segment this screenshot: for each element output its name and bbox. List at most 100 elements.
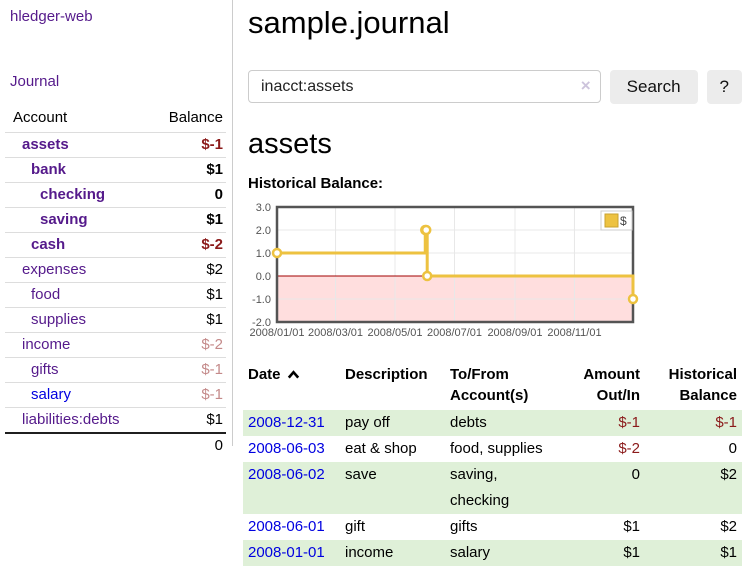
account-link-food[interactable]: food	[31, 286, 61, 303]
account-row: salary $-1	[5, 382, 226, 408]
account-row: bank $1	[5, 157, 226, 183]
register-header-date[interactable]: Date	[243, 364, 345, 410]
account-balance: $1	[115, 307, 226, 333]
transaction-description: save	[345, 466, 377, 483]
register-header-balance: Historical Balance	[668, 366, 737, 404]
account-link-salary[interactable]: salary	[31, 386, 72, 403]
transaction-row: 2008-06-03 eat & shop food, supplies $-2…	[243, 436, 742, 462]
account-link-liabilities-debts[interactable]: liabilities:debts	[22, 411, 120, 428]
transaction-amount: $1	[623, 544, 640, 561]
accounts-header-account: Account	[5, 107, 116, 133]
accounts-total-value: 0	[214, 437, 223, 454]
sort-ascending-icon	[287, 364, 300, 385]
svg-text:2008/03/01: 2008/03/01	[308, 327, 363, 339]
transaction-accounts: saving, checking	[450, 466, 510, 509]
clear-search-icon[interactable]: ×	[580, 76, 591, 95]
register-table: Date Description To/From Account(s) Amou…	[243, 364, 742, 566]
transaction-description: pay off	[345, 414, 390, 431]
accounts-table: Account Balance assets $-1 bank $1 check…	[5, 107, 226, 458]
transaction-accounts: salary	[450, 544, 491, 561]
transaction-accounts: food, supplies	[450, 440, 543, 457]
nav-journal-link[interactable]: Journal	[10, 73, 60, 90]
account-link-expenses[interactable]: expenses	[22, 261, 87, 278]
account-row: checking 0	[5, 182, 226, 208]
accounts-total-row: 0	[5, 433, 226, 458]
account-link-checking[interactable]: checking	[40, 186, 106, 203]
svg-text:2008/05/01: 2008/05/01	[367, 327, 422, 339]
svg-text:2008/01/01: 2008/01/01	[249, 327, 304, 339]
svg-text:-1.0: -1.0	[252, 294, 271, 306]
transaction-amount: $-1	[618, 414, 640, 431]
transaction-balance: $2	[720, 518, 737, 535]
account-balance: $1	[115, 407, 226, 434]
help-button[interactable]: ?	[706, 70, 742, 104]
account-balance: $-1	[115, 357, 226, 383]
account-balance: $1	[115, 282, 226, 308]
account-balance: 0	[115, 182, 226, 208]
svg-text:2008/11/01: 2008/11/01	[547, 327, 601, 339]
account-link-saving[interactable]: saving	[40, 211, 88, 228]
account-link-gifts[interactable]: gifts	[31, 361, 59, 378]
svg-text:2008/07/01: 2008/07/01	[427, 327, 482, 339]
transaction-description: eat & shop	[345, 440, 417, 457]
transaction-date-link[interactable]: 2008-06-02	[248, 466, 325, 483]
register-header-amount: Amount Out/In	[583, 366, 640, 404]
register-header-description: Description	[345, 366, 428, 383]
transaction-row: 2008-12-31 pay off debts $-1 $-1	[243, 410, 742, 436]
page-title: sample.journal	[248, 5, 450, 40]
account-balance: $2	[115, 257, 226, 283]
account-balance: $-2	[115, 232, 226, 258]
account-link-assets[interactable]: assets	[22, 136, 69, 153]
account-row: food $1	[5, 282, 226, 308]
account-row: cash $-2	[5, 232, 226, 258]
account-balance: $-1	[115, 132, 226, 158]
account-balance: $1	[115, 157, 226, 183]
transaction-row: 2008-01-01 income salary $1 $1	[243, 540, 742, 566]
account-balance: $-1	[115, 382, 226, 408]
account-row: liabilities:debts $1	[5, 407, 226, 434]
account-row: saving $1	[5, 207, 226, 233]
account-link-supplies[interactable]: supplies	[31, 311, 87, 328]
transaction-amount: $-2	[618, 440, 640, 457]
account-link-income[interactable]: income	[22, 336, 71, 353]
transaction-row: 2008-06-02 save saving, checking 0 $2	[243, 462, 742, 514]
transaction-accounts: debts	[450, 414, 487, 431]
transaction-date-link[interactable]: 2008-06-03	[248, 440, 325, 457]
sidebar: hledger-web Journal Account Balance asse…	[0, 0, 233, 454]
search-input[interactable]	[248, 70, 601, 103]
svg-text:2.0: 2.0	[256, 225, 271, 237]
account-row: expenses $2	[5, 257, 226, 283]
search-box: ×	[248, 70, 601, 104]
transaction-balance: $1	[720, 544, 737, 561]
transaction-balance: $2	[720, 466, 737, 483]
svg-text:3.0: 3.0	[256, 202, 271, 214]
account-heading: assets	[248, 128, 332, 160]
account-link-bank[interactable]: bank	[31, 161, 67, 178]
transaction-date-link[interactable]: 2008-06-01	[248, 518, 325, 535]
transaction-balance: $-1	[715, 414, 737, 431]
transaction-date-link[interactable]: 2008-12-31	[248, 414, 325, 431]
chart-title: Historical Balance:	[248, 175, 384, 192]
svg-text:$: $	[620, 214, 627, 228]
main-content: sample.journal × Search ? assets Histori…	[243, 0, 742, 566]
account-link-cash[interactable]: cash	[31, 236, 66, 253]
transaction-amount: $1	[623, 518, 640, 535]
transaction-balance: 0	[728, 440, 737, 457]
transaction-amount: 0	[631, 466, 640, 483]
search-form: × Search ?	[248, 70, 742, 104]
account-row: supplies $1	[5, 307, 226, 333]
transaction-description: gift	[345, 518, 366, 535]
svg-text:-2.0: -2.0	[252, 317, 271, 329]
account-row: gifts $-1	[5, 357, 226, 383]
account-balance: $-2	[115, 332, 226, 358]
transaction-row: 2008-06-01 gift gifts $1 $2	[243, 514, 742, 540]
account-row: assets $-1	[5, 132, 226, 158]
transaction-description: income	[345, 544, 394, 561]
search-button[interactable]: Search	[609, 70, 698, 104]
register-header-accounts: To/From Account(s)	[450, 366, 529, 404]
brand-link[interactable]: hledger-web	[10, 8, 93, 25]
account-balance: $1	[115, 207, 226, 233]
svg-text:1.0: 1.0	[256, 248, 271, 260]
transaction-date-link[interactable]: 2008-01-01	[248, 544, 325, 561]
